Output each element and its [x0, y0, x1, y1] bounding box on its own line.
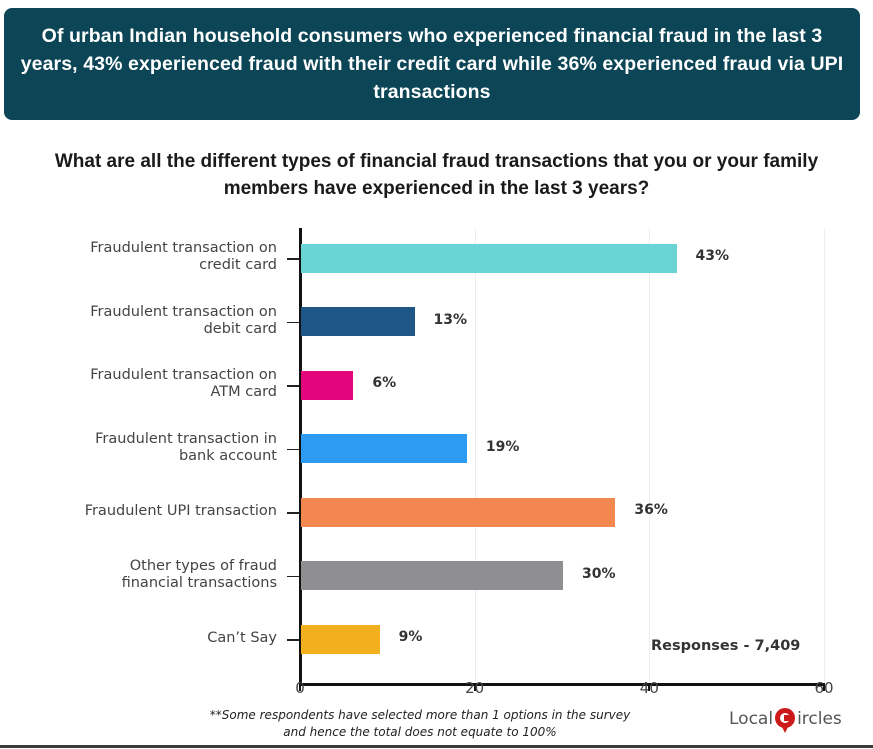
bar: [301, 624, 380, 654]
bar: [301, 370, 354, 400]
y-tick: [287, 321, 299, 323]
location-pin-c-icon: [774, 708, 796, 733]
y-tick: [287, 385, 299, 387]
responses-count: Responses - 7,409: [651, 638, 801, 654]
category-label: Fraudulent transaction on credit card: [90, 240, 277, 273]
category-label: Other types of fraud financial transactio…: [121, 557, 277, 591]
x-tick-label: 60: [814, 679, 834, 697]
bar: [301, 307, 415, 336]
chart-question-title: What are all the different types of fina…: [54, 151, 819, 199]
x-tick-label: 20: [465, 679, 485, 697]
x-axis: [299, 683, 825, 686]
bar: [301, 243, 677, 273]
y-tick: [287, 575, 299, 577]
bar: [301, 561, 563, 590]
gridline: [649, 228, 651, 684]
footnote: **Some respondents have selected more th…: [130, 707, 710, 741]
bar: [301, 434, 467, 463]
bar-value-label: 13%: [433, 311, 468, 328]
bar-value-label: 19%: [485, 438, 520, 455]
bar: [301, 497, 616, 527]
footnote-line-1: **Some respondents have selected more th…: [209, 708, 631, 722]
footnote-line-2: and hence the total does not equate to 1…: [283, 725, 557, 739]
category-label: Fraudulent transaction in bank account: [95, 430, 277, 464]
category-label: Fraudulent UPI transaction: [84, 502, 277, 519]
headline-text: Of urban Indian household consumers who …: [20, 25, 844, 103]
y-tick: [287, 639, 299, 641]
logo-text-prefix: Local: [729, 709, 774, 729]
y-tick: [287, 512, 299, 514]
y-axis: [299, 228, 302, 686]
y-tick: [287, 258, 299, 260]
category-label: Fraudulent transaction on ATM card: [90, 367, 277, 400]
category-label: Fraudulent transaction on debit card: [90, 303, 277, 337]
x-tick-label: 40: [639, 679, 659, 697]
gridline: [824, 228, 825, 684]
x-tick-label: 0: [295, 679, 305, 697]
bar-value-label: 30%: [582, 565, 616, 582]
x-tick: [299, 683, 301, 691]
x-tick: [823, 683, 825, 691]
bottom-divider: [0, 745, 873, 748]
localcircles-logo: Local ircles: [729, 708, 842, 733]
bar-value-label: 43%: [695, 248, 730, 264]
logo-text-suffix: ircles: [797, 709, 842, 729]
headline-banner: Of urban Indian household consumers who …: [4, 8, 860, 120]
bar-value-label: 36%: [634, 502, 668, 518]
y-tick: [287, 448, 299, 450]
bar-value-label: 6%: [372, 375, 397, 391]
x-tick: [473, 683, 476, 691]
bar-value-label: 9%: [398, 629, 423, 645]
gridline: [474, 228, 476, 684]
x-tick: [648, 683, 651, 691]
category-label: Can’t Say: [207, 629, 277, 646]
